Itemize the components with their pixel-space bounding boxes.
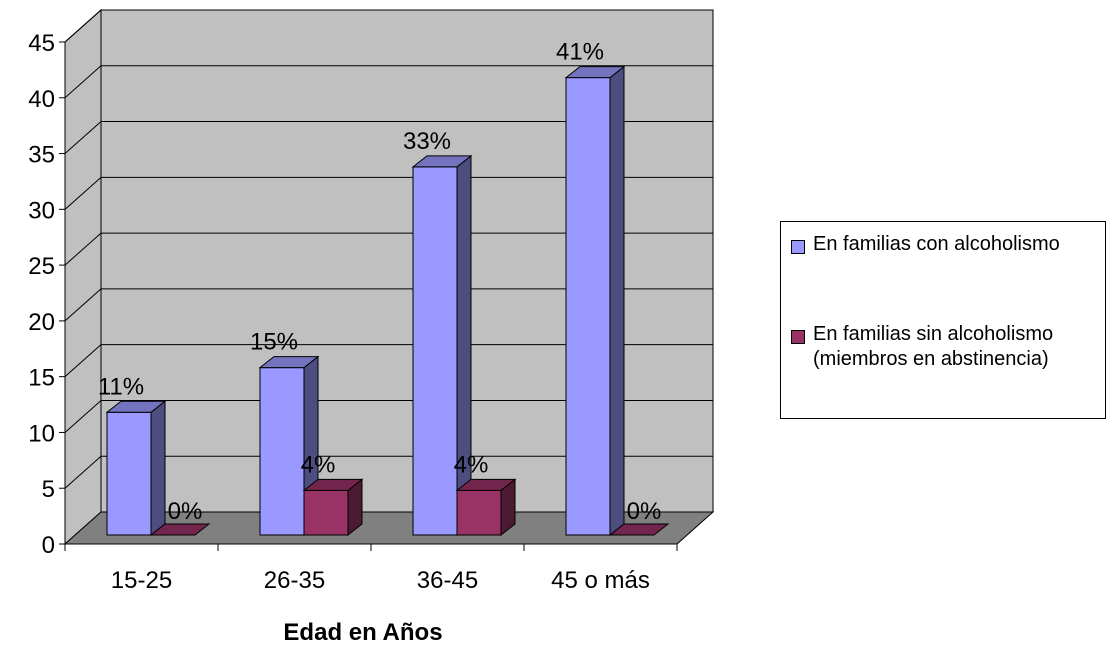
y-tick-label: 35 bbox=[28, 142, 55, 169]
x-axis-title: Edad en Años bbox=[283, 619, 442, 646]
bar-top bbox=[302, 478, 364, 491]
bar-con-0 bbox=[105, 400, 167, 537]
y-tick-label: 0 bbox=[42, 532, 55, 559]
gridline-side bbox=[64, 288, 102, 322]
data-label: 0% bbox=[168, 498, 203, 525]
legend-swatch-sin bbox=[791, 330, 805, 344]
legend-item-con-alcoholismo: En familias con alcoholismo bbox=[791, 232, 1097, 257]
data-label: 11% bbox=[98, 373, 144, 400]
bar-top bbox=[149, 523, 211, 536]
bar-side bbox=[609, 65, 625, 537]
y-tick-label: 45 bbox=[28, 30, 55, 57]
bar-top bbox=[105, 400, 167, 413]
gridline-side bbox=[64, 344, 102, 378]
y-tick-label: 5 bbox=[42, 476, 55, 503]
gridline-side bbox=[64, 400, 102, 433]
bar-top bbox=[258, 356, 320, 369]
side-wall bbox=[64, 8, 102, 546]
legend-label-con: En familias con alcoholismo bbox=[813, 233, 1060, 255]
data-label: 0% bbox=[627, 498, 662, 525]
legend-swatch-con bbox=[791, 240, 805, 254]
y-tick-label: 30 bbox=[28, 197, 55, 224]
bar-top bbox=[608, 523, 670, 536]
gridline-side bbox=[64, 65, 102, 99]
bar-front bbox=[303, 489, 349, 536]
bar-sin-1 bbox=[302, 478, 364, 537]
gridline-side bbox=[64, 9, 102, 43]
data-label: 4% bbox=[454, 451, 489, 478]
legend: En familias con alcoholismo En familias … bbox=[780, 221, 1106, 419]
bar-front bbox=[412, 166, 458, 536]
x-tick-label: 15-25 bbox=[111, 567, 172, 594]
legend-item-sin-alcoholismo: En familias sin alcoholismo (miembros en… bbox=[791, 322, 1097, 372]
bar-front bbox=[456, 489, 502, 536]
x-tick-label: 45 o más bbox=[551, 567, 650, 594]
bar-side bbox=[150, 400, 166, 537]
data-label: 33% bbox=[403, 128, 451, 155]
y-tick-label: 10 bbox=[28, 420, 55, 447]
x-tick-label: 36-45 bbox=[417, 567, 478, 594]
bar-top bbox=[411, 155, 473, 168]
x-tick-label: 26-35 bbox=[264, 567, 325, 594]
bar-front bbox=[565, 77, 611, 536]
bar-con-3 bbox=[564, 65, 626, 537]
y-tick-label: 15 bbox=[28, 365, 55, 392]
y-tick-label: 20 bbox=[28, 309, 55, 336]
data-label: 41% bbox=[556, 39, 604, 66]
y-tick-label: 40 bbox=[28, 86, 55, 113]
bar-con-2 bbox=[411, 154, 473, 537]
gridline-side bbox=[64, 121, 102, 154]
legend-label-sin: En familias sin alcoholismo (miembros en… bbox=[813, 323, 1054, 370]
bar-top bbox=[564, 66, 626, 79]
gridline-side bbox=[64, 232, 102, 266]
data-label: 15% bbox=[250, 329, 298, 356]
bar-top bbox=[455, 478, 517, 491]
bar-sin-2 bbox=[455, 478, 517, 537]
bar-sin-0 bbox=[149, 523, 211, 536]
bar-front bbox=[106, 411, 152, 536]
gridline-side bbox=[64, 176, 102, 210]
bar-sin-3 bbox=[608, 523, 670, 536]
bar-front bbox=[259, 367, 305, 536]
data-label: 4% bbox=[301, 451, 336, 478]
gridline-side bbox=[64, 455, 102, 489]
y-tick-label: 25 bbox=[28, 253, 55, 280]
